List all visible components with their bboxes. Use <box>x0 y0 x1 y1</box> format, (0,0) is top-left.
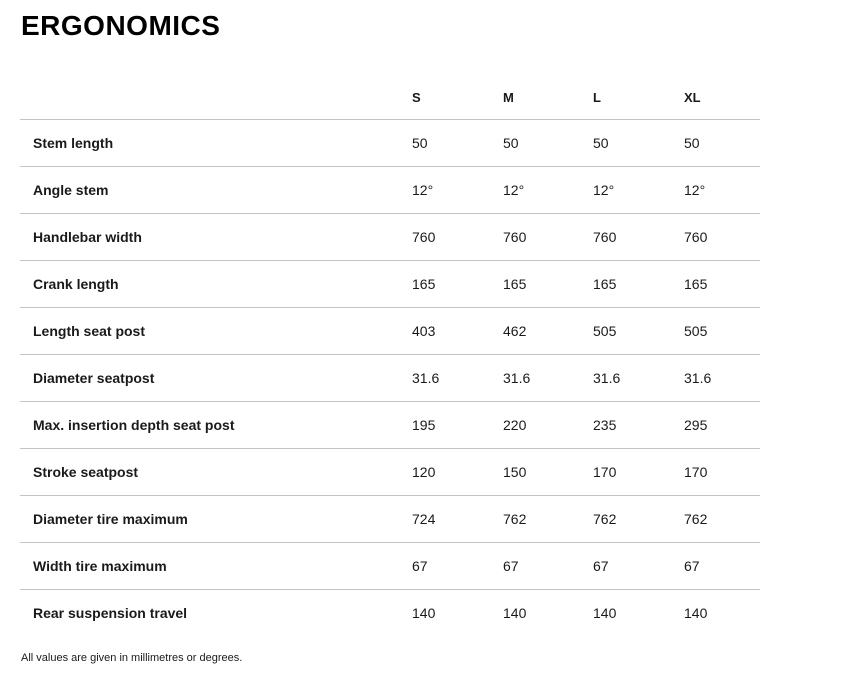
row-label: Angle stem <box>33 182 109 198</box>
row-value-s: 140 <box>412 605 436 621</box>
table-row: Crank length 165 165 165 165 <box>20 261 760 308</box>
column-header-m: M <box>503 89 514 105</box>
table-header-row: S M L XL <box>20 75 760 120</box>
table-row: Angle stem 12° 12° 12° 12° <box>20 167 760 214</box>
row-value-l: 12° <box>593 182 615 198</box>
row-value-s: 760 <box>412 229 436 245</box>
row-value-m: 165 <box>503 276 527 292</box>
row-value-xl: 50 <box>684 135 700 151</box>
row-value-m: 150 <box>503 464 527 480</box>
table-row: Width tire maximum 67 67 67 67 <box>20 543 760 590</box>
row-label: Diameter seatpost <box>33 370 155 386</box>
table-row: Diameter tire maximum 724 762 762 762 <box>20 496 760 543</box>
row-label: Width tire maximum <box>33 558 167 574</box>
row-value-l: 235 <box>593 417 617 433</box>
table-body: Stem length 50 50 50 50 Angle stem 12° 1… <box>20 120 760 636</box>
row-value-l: 67 <box>593 558 609 574</box>
row-value-l: 50 <box>593 135 609 151</box>
row-label: Crank length <box>33 276 119 292</box>
column-header-l: L <box>593 89 601 105</box>
table-row: Length seat post 403 462 505 505 <box>20 308 760 355</box>
row-value-xl: 140 <box>684 605 708 621</box>
table-row: Handlebar width 760 760 760 760 <box>20 214 760 261</box>
row-value-xl: 170 <box>684 464 708 480</box>
row-value-s: 50 <box>412 135 428 151</box>
row-label: Handlebar width <box>33 229 142 245</box>
row-value-l: 31.6 <box>593 370 621 386</box>
row-value-l: 165 <box>593 276 617 292</box>
row-value-m: 67 <box>503 558 519 574</box>
row-value-xl: 760 <box>684 229 708 245</box>
row-value-s: 165 <box>412 276 436 292</box>
row-value-s: 195 <box>412 417 436 433</box>
row-value-m: 762 <box>503 511 527 527</box>
row-label: Stroke seatpost <box>33 464 139 480</box>
row-value-m: 50 <box>503 135 519 151</box>
row-label: Stem length <box>33 135 114 151</box>
row-value-xl: 762 <box>684 511 708 527</box>
row-value-s: 12° <box>412 182 434 198</box>
row-label: Length seat post <box>33 323 146 339</box>
table-row: Max. insertion depth seat post 195 220 2… <box>20 402 760 449</box>
row-value-m: 220 <box>503 417 527 433</box>
row-value-m: 31.6 <box>503 370 531 386</box>
row-value-m: 12° <box>503 182 525 198</box>
table-row: Diameter seatpost 31.6 31.6 31.6 31.6 <box>20 355 760 402</box>
table-row: Rear suspension travel 140 140 140 140 <box>20 590 760 636</box>
page-title: ERGONOMICS <box>21 10 221 41</box>
row-value-s: 67 <box>412 558 428 574</box>
row-value-xl: 31.6 <box>684 370 712 386</box>
row-value-xl: 165 <box>684 276 708 292</box>
row-value-m: 140 <box>503 605 527 621</box>
row-value-s: 120 <box>412 464 436 480</box>
row-label: Max. insertion depth seat post <box>33 417 235 433</box>
ergonomics-table: S M L XL Stem length 50 50 50 50 Angle s… <box>20 75 760 636</box>
column-header-s: S <box>412 89 421 105</box>
table-row: Stem length 50 50 50 50 <box>20 120 760 167</box>
row-value-l: 505 <box>593 323 617 339</box>
row-value-l: 762 <box>593 511 617 527</box>
units-footnote: All values are given in millimetres or d… <box>21 652 243 664</box>
row-value-l: 760 <box>593 229 617 245</box>
row-value-xl: 295 <box>684 417 708 433</box>
row-label: Diameter tire maximum <box>33 511 188 527</box>
row-value-xl: 505 <box>684 323 708 339</box>
row-value-l: 140 <box>593 605 617 621</box>
row-label: Rear suspension travel <box>33 605 188 621</box>
row-value-s: 31.6 <box>412 370 440 386</box>
row-value-xl: 12° <box>684 182 706 198</box>
row-value-m: 760 <box>503 229 527 245</box>
row-value-l: 170 <box>593 464 617 480</box>
row-value-m: 462 <box>503 323 527 339</box>
row-value-s: 403 <box>412 323 436 339</box>
row-value-s: 724 <box>412 511 436 527</box>
row-value-xl: 67 <box>684 558 700 574</box>
column-header-xl: XL <box>684 89 701 105</box>
table-row: Stroke seatpost 120 150 170 170 <box>20 449 760 496</box>
